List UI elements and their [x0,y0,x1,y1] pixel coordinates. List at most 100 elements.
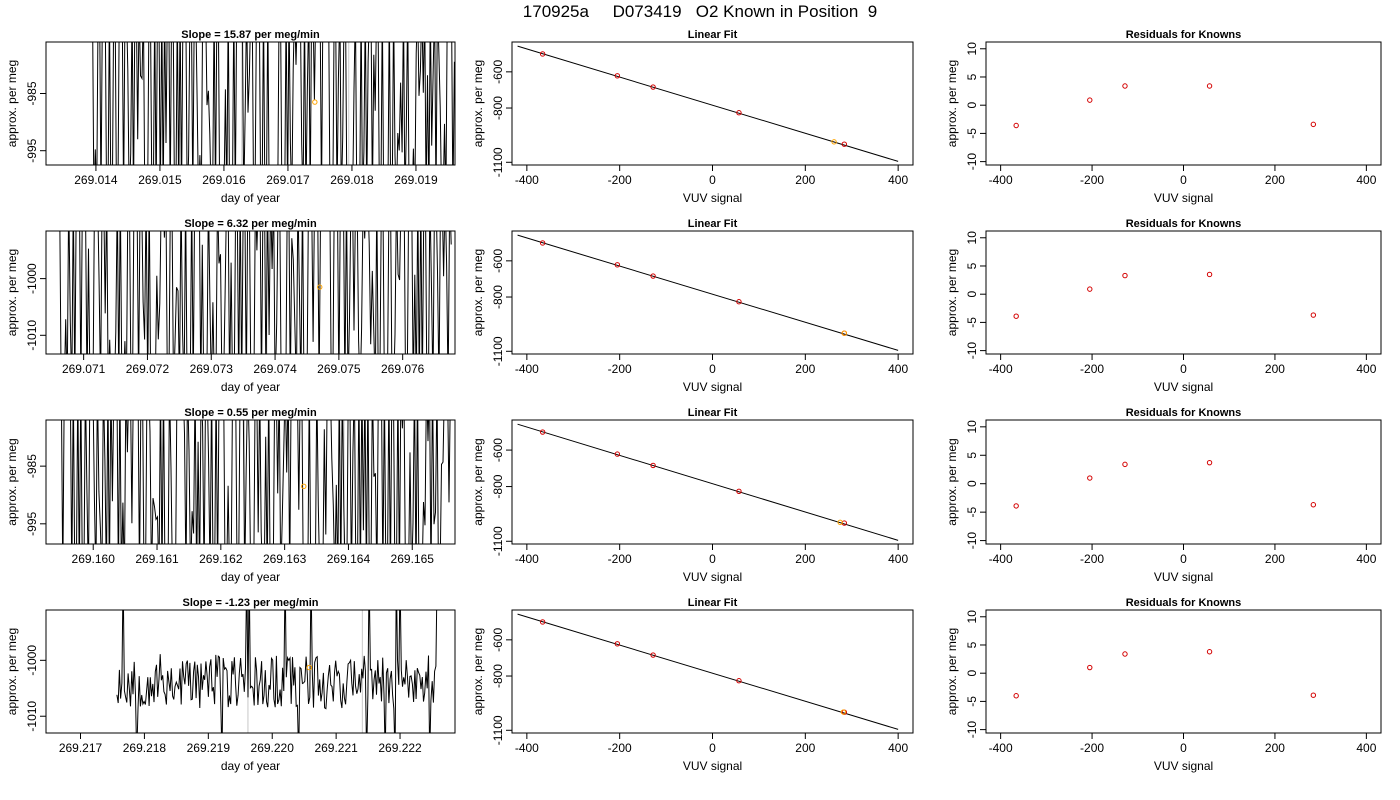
page-title: 170925a D073419 O2 Known in Position 9 [522,2,878,21]
panel-1-1: Slope = 15.87 per meg/min day of year appr… [5,29,456,205]
x-tick-label: 200 [1265,173,1285,187]
x-tick-label: 269.219 [187,741,231,755]
x-tick-label: 200 [795,173,815,187]
y-axis-label: approx. per meg [471,249,485,336]
y-tick-label: 5 [965,73,979,80]
plot-frame [511,419,914,545]
panel-1-3: Residuals for Knowns VUV signal approx. pe… [945,29,1382,205]
sample-point [837,519,843,525]
y-tick-label: -800 [491,285,505,309]
y-tick-label: 5 [965,262,979,269]
x-tick-label: 269.014 [74,173,118,187]
x-tick-label: 0 [709,362,716,376]
x-tick-label: 400 [888,362,908,376]
panel-title: Residuals for Knowns [1126,29,1242,41]
y-tick-label: -1010 [25,701,39,732]
known-point [614,451,621,457]
x-tick-label: 269.164 [327,552,371,566]
y-axis-label: approx. per meg [471,60,485,147]
x-tick-label: 269.222 [378,741,422,755]
y-tick-label: 10 [965,610,979,624]
plot-frame [511,230,914,355]
x-axis-label: VUV signal [683,380,742,394]
known-point [1087,475,1093,481]
y-tick-label: -985 [25,454,39,478]
y-tick-label: -5 [965,506,979,517]
y-tick-label: -10 [965,342,979,360]
y-axis-label: approx. per meg [945,628,959,715]
panel-3-1: Slope = 0.55 per meg/min day of year appro… [5,407,456,584]
panel-title: Linear Fit [688,407,738,419]
x-tick-label: 269.071 [62,362,106,376]
x-tick-label: -200 [608,362,632,376]
current-point-marker [312,99,318,105]
y-tick-label: -985 [25,81,39,105]
plot-area [1013,459,1317,509]
plot-area [1013,271,1317,319]
x-tick-label: 269.075 [317,362,361,376]
y-tick-label: -1010 [25,320,39,351]
panel-title: Residuals for Knowns [1126,218,1242,230]
y-tick-label: -600 [491,628,505,652]
known-point [1013,313,1019,319]
data-trace [116,610,438,733]
known-point [614,73,621,79]
y-tick-label: -800 [491,474,505,498]
panel-3-3: Residuals for Knowns VUV signal approx. pe… [945,407,1382,584]
y-tick-label: -5 [965,317,979,328]
plot-area [517,423,899,541]
y-axis-label: approx. per meg [945,60,959,147]
known-point [539,51,546,57]
x-tick-label: -200 [608,173,632,187]
x-tick-label: 400 [1356,173,1376,187]
x-axis-label: VUV signal [683,191,742,205]
known-point [539,429,546,435]
x-tick-label: 0 [1180,741,1187,755]
x-axis-label: day of year [221,191,280,205]
panel-title: Slope = 0.55 per meg/min [184,407,317,419]
known-point [1122,651,1128,657]
y-tick-label: 0 [965,291,979,298]
x-tick-label: 269.018 [330,173,374,187]
panel-title: Residuals for Knowns [1126,597,1242,609]
plot-frame [45,609,456,734]
x-tick-label: 200 [1265,741,1285,755]
x-tick-label: -200 [608,741,632,755]
x-tick-label: 269.161 [135,552,179,566]
known-point [650,462,656,469]
x-tick-label: 269.160 [72,552,116,566]
sample-point [831,139,837,145]
x-tick-label: 0 [1180,362,1187,376]
x-axis-label: VUV signal [1154,759,1213,773]
plot-frame [511,609,914,734]
plot-area [92,42,455,165]
panel-title: Linear Fit [688,597,738,609]
y-tick-label: 10 [965,420,979,434]
x-tick-label: -200 [1080,552,1104,566]
plot-frame [45,230,456,355]
known-point [539,240,546,246]
x-tick-label: 200 [1265,362,1285,376]
panel-title: Slope = -1.23 per meg/min [182,597,318,609]
plot-area [517,613,899,730]
panel-title: Linear Fit [688,29,738,41]
known-point [1310,312,1317,318]
known-point [736,110,742,116]
x-tick-label: 200 [795,741,815,755]
x-tick-label: 269.015 [138,173,182,187]
y-tick-label: -600 [491,60,505,84]
y-tick-label: -800 [491,664,505,688]
known-point [1122,83,1128,89]
y-tick-label: 10 [965,231,979,245]
x-tick-label: 400 [888,741,908,755]
x-tick-label: 269.016 [202,173,246,187]
current-point-marker [301,483,307,490]
plot-frame [511,41,914,166]
y-tick-label: -5 [965,128,979,139]
panel-2-1: Slope = 6.32 per meg/min day of year appro… [5,218,456,394]
x-tick-label: -400 [989,362,1013,376]
y-tick-label: 0 [965,480,979,487]
